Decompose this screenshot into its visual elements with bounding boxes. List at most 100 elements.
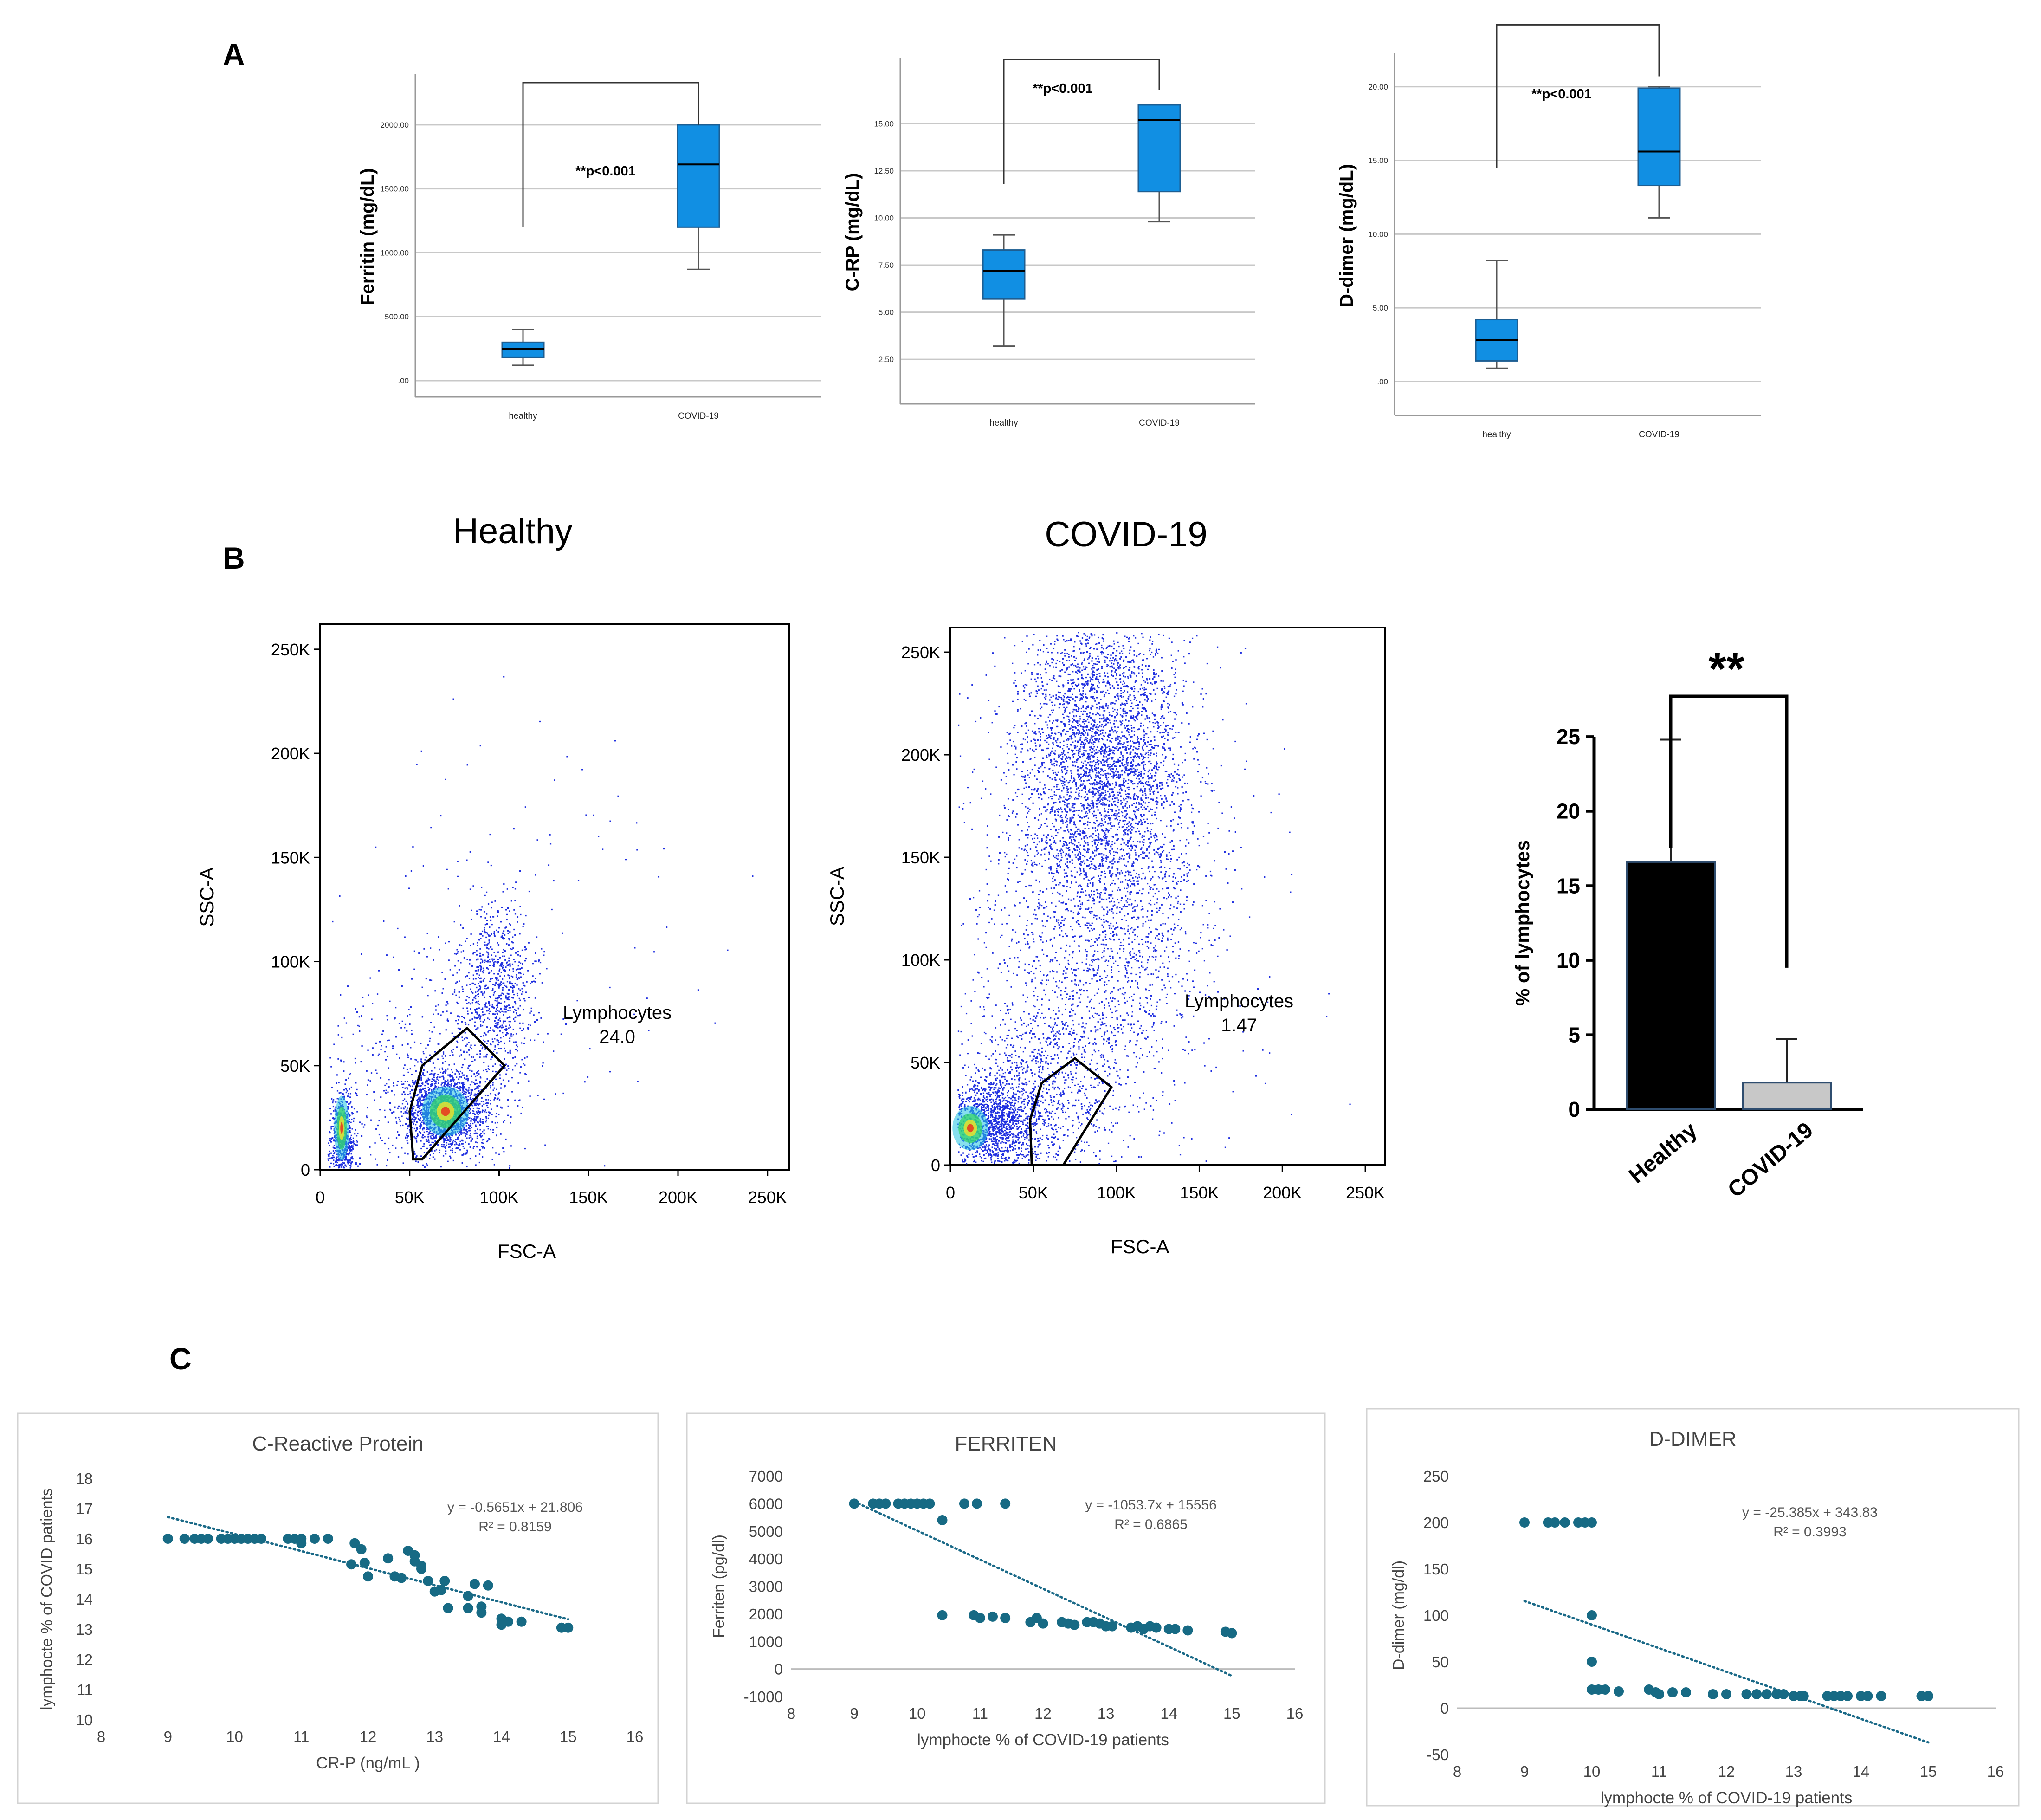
event-dot [486,1010,488,1012]
event-dot [1008,1090,1009,1092]
event-dot [476,1137,478,1139]
event-dot [486,923,488,925]
event-dot [471,1002,473,1004]
event-dot [464,1032,466,1034]
event-dot [332,1126,334,1127]
event-dot [429,979,431,981]
event-dot [500,998,502,1000]
event-dot [509,965,511,967]
event-dot [517,921,518,923]
event-dot [1000,1107,1001,1108]
event-dot [994,1162,996,1164]
event-dot [987,1151,988,1153]
event-dot [442,1155,445,1157]
event-dot [451,1051,453,1053]
event-dot [407,1103,409,1105]
event-dot [470,1123,471,1125]
event-dot [458,1071,459,1073]
event-dot [517,978,519,980]
event-dot [478,983,479,984]
event-dot [350,1163,352,1165]
event-dot [454,1084,456,1086]
event-dot [975,1088,977,1090]
event-dot [413,950,415,952]
event-dot [491,1004,493,1006]
event-dot [551,908,553,911]
event-dot [995,1127,996,1130]
event-dot [481,930,484,932]
event-dot [427,1079,429,1081]
event-dot [1014,1145,1016,1147]
event-dot [503,982,505,984]
event-dot [1018,1114,1020,1116]
event-dot [476,973,478,975]
event-dot [476,1112,478,1114]
event-dot [503,1036,504,1037]
event-dot [488,943,490,945]
event-dot [534,997,536,999]
event-dot [366,1094,368,1096]
event-dot [502,1020,504,1022]
event-dot [339,1166,341,1168]
event-dot [549,834,551,836]
event-dot [475,1118,477,1120]
event-dot [492,1082,494,1084]
event-dot [329,1153,330,1155]
event-dot [480,916,482,918]
event-dot [449,1146,451,1148]
event-dot [529,1012,531,1014]
event-dot [453,921,455,923]
event-dot [419,1092,421,1094]
event-dot [487,1102,489,1104]
event-dot [465,1125,467,1127]
event-dot [443,1144,445,1146]
event-dot [995,1095,996,1096]
event-dot [990,1134,992,1136]
event-dot [429,1088,431,1089]
event-dot [965,1101,967,1102]
event-dot [1015,1141,1018,1143]
event-dot [984,1114,986,1116]
event-dot [494,1013,496,1015]
event-dot [508,939,510,941]
event-dot [499,1026,501,1028]
event-dot [1008,1072,1010,1074]
event-dot [434,1140,436,1142]
event-dot [1053,1096,1055,1098]
event-dot [1014,1112,1015,1114]
event-dot [349,1073,351,1075]
event-dot [487,1010,489,1011]
event-dot [997,1142,999,1144]
event-dot [492,1147,494,1149]
event-dot [526,981,528,983]
event-dot [388,1086,390,1088]
event-dot [478,989,480,991]
event-dot [540,1017,542,1019]
event-dot [465,1023,467,1025]
event-dot [488,1030,490,1031]
event-dot [482,1046,484,1048]
event-dot [448,959,450,961]
event-dot [407,1153,409,1155]
event-dot [423,1075,425,1076]
event-dot [375,1042,377,1044]
event-dot [450,1079,452,1081]
event-dot [457,861,459,862]
event-dot [396,1122,398,1124]
event-dot [1014,1075,1015,1077]
event-dot [493,1030,495,1032]
event-dot [1042,1134,1044,1137]
event-dot [344,1164,346,1166]
event-dot [1033,1102,1035,1104]
event-dot [484,927,485,929]
event-dot [391,1090,393,1092]
event-dot [513,828,515,830]
event-dot [441,1055,443,1057]
event-dot [468,1042,470,1043]
event-dot [512,936,514,938]
event-dot [507,933,509,934]
event-dot [490,1043,491,1045]
x-tick-label: 250K [748,1188,787,1207]
event-dot [366,1070,368,1072]
event-dot [503,1121,504,1123]
